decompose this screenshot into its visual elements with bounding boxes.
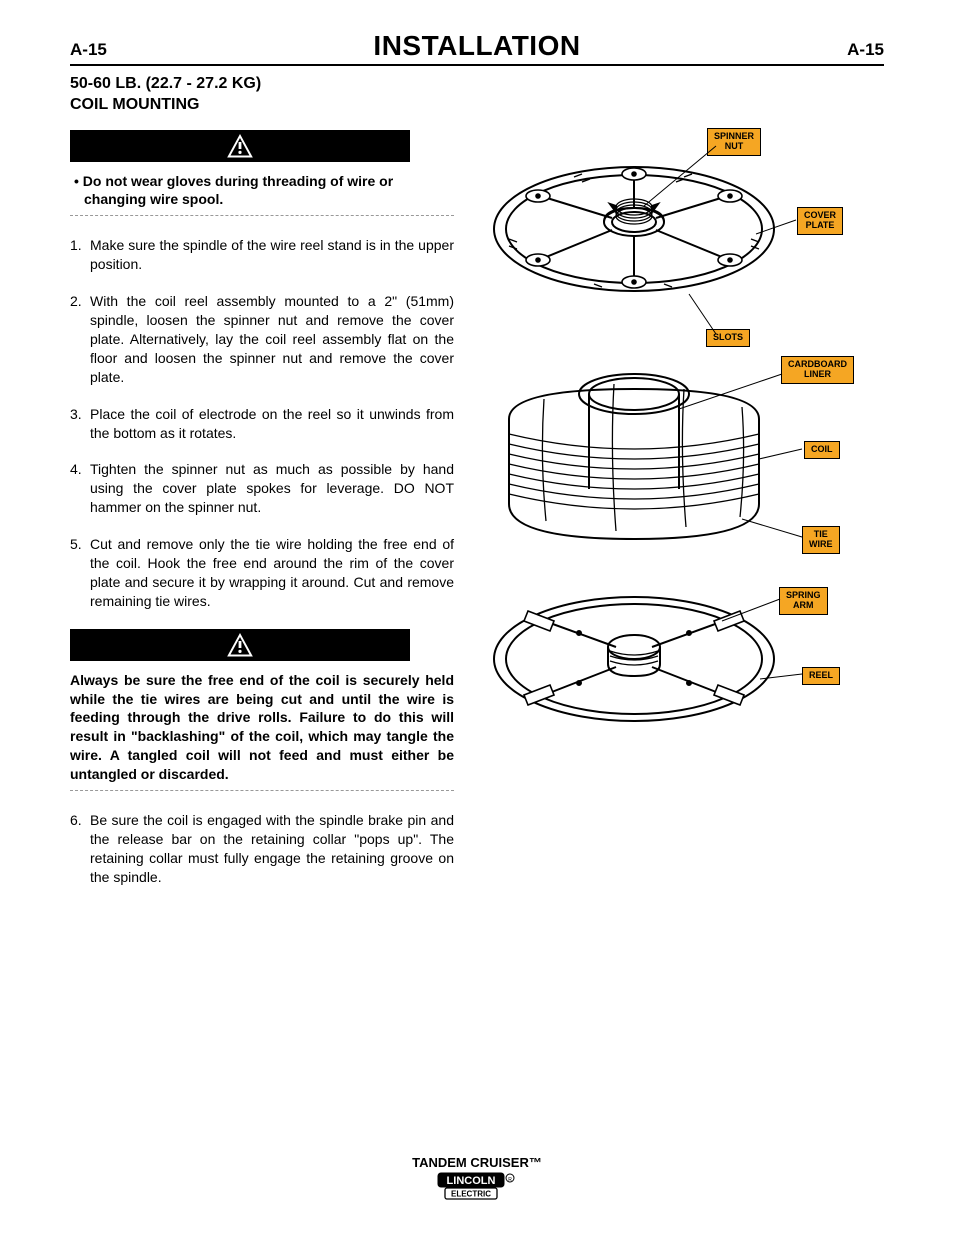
warning-bar-2 — [70, 629, 410, 661]
step-2: With the coil reel assembly mounted to a… — [70, 292, 454, 386]
footer-product-name: TANDEM CRUISER™ — [0, 1155, 954, 1170]
step-4: Tighten the spinner nut as much as possi… — [70, 460, 454, 517]
page-number-right: A-15 — [824, 40, 884, 60]
warning-triangle-icon — [227, 633, 253, 657]
warning-triangle-icon — [227, 134, 253, 158]
steps-list-1: Make sure the spindle of the wire reel s… — [70, 236, 454, 610]
svg-text:ELECTRIC: ELECTRIC — [451, 1190, 491, 1199]
svg-text:R: R — [508, 1177, 512, 1183]
section-heading: 50-60 LB. (22.7 - 27.2 KG) COIL MOUNTING — [70, 74, 454, 116]
warning-2-text: Always be sure the free end of the coil … — [70, 671, 454, 784]
warning-1-text: • Do not wear gloves during threading of… — [70, 172, 454, 210]
coil-diagram: SPINNER NUT COVER PLATE SLOTS CARDBOARD … — [484, 134, 884, 754]
page-header: A-15 INSTALLATION A-15 — [70, 30, 884, 66]
divider — [70, 790, 454, 791]
step-5: Cut and remove only the tie wire holding… — [70, 535, 454, 611]
page-title: INSTALLATION — [130, 30, 824, 62]
warning-bar-1 — [70, 130, 410, 162]
steps-list-2: Be sure the coil is engaged with the spi… — [70, 811, 454, 887]
page-footer: TANDEM CRUISER™ LINCOLN R ELECTRIC — [0, 1155, 954, 1205]
step-3: Place the coil of electrode on the reel … — [70, 405, 454, 443]
svg-text:LINCOLN: LINCOLN — [447, 1175, 496, 1187]
step-1: Make sure the spindle of the wire reel s… — [70, 236, 454, 274]
lincoln-electric-logo-icon: LINCOLN R ELECTRIC — [437, 1172, 517, 1205]
page-number-left: A-15 — [70, 40, 130, 60]
diagram-svg — [484, 134, 884, 754]
divider — [70, 215, 454, 216]
step-6: Be sure the coil is engaged with the spi… — [70, 811, 454, 887]
